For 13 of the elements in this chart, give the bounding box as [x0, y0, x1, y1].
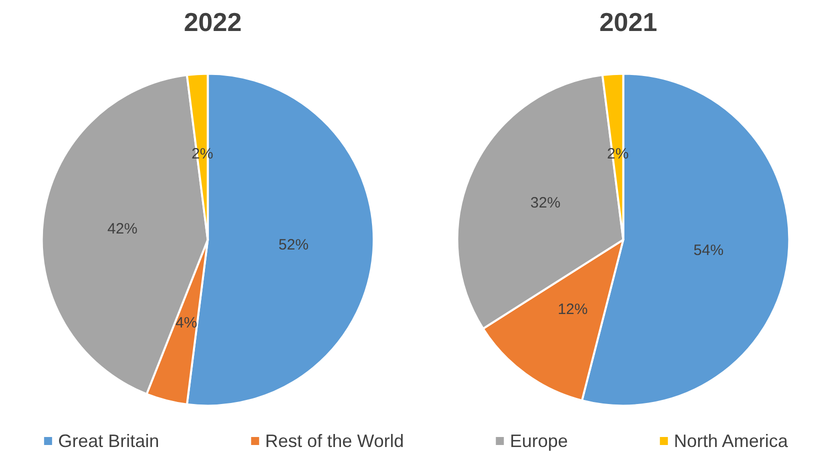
data-label: 12%	[558, 300, 588, 318]
slice-label: 2022	[184, 7, 242, 37]
legend-label: Europe	[510, 431, 568, 451]
data-label: 52%	[278, 236, 309, 254]
legend-label: North America	[674, 431, 789, 451]
data-label: 42%	[107, 220, 138, 238]
slice-label: 2021	[599, 7, 658, 37]
data-label: 54%	[694, 242, 724, 259]
legend-label: Great Britain	[58, 431, 160, 451]
legend-label: Rest of the World	[265, 431, 404, 451]
data-label: 2%	[192, 145, 214, 162]
data-label: 2%	[607, 145, 629, 162]
data-label: 32%	[530, 194, 560, 212]
